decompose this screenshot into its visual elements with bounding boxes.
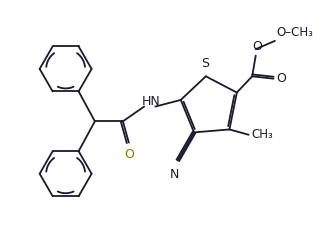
Text: HN: HN: [142, 95, 161, 108]
Text: CH₃: CH₃: [251, 128, 273, 141]
Text: O: O: [252, 40, 262, 53]
Text: N: N: [170, 168, 179, 181]
Text: S: S: [201, 57, 209, 70]
Text: O: O: [276, 72, 286, 85]
Text: O–CH₃: O–CH₃: [276, 26, 313, 39]
Text: O: O: [124, 148, 134, 161]
